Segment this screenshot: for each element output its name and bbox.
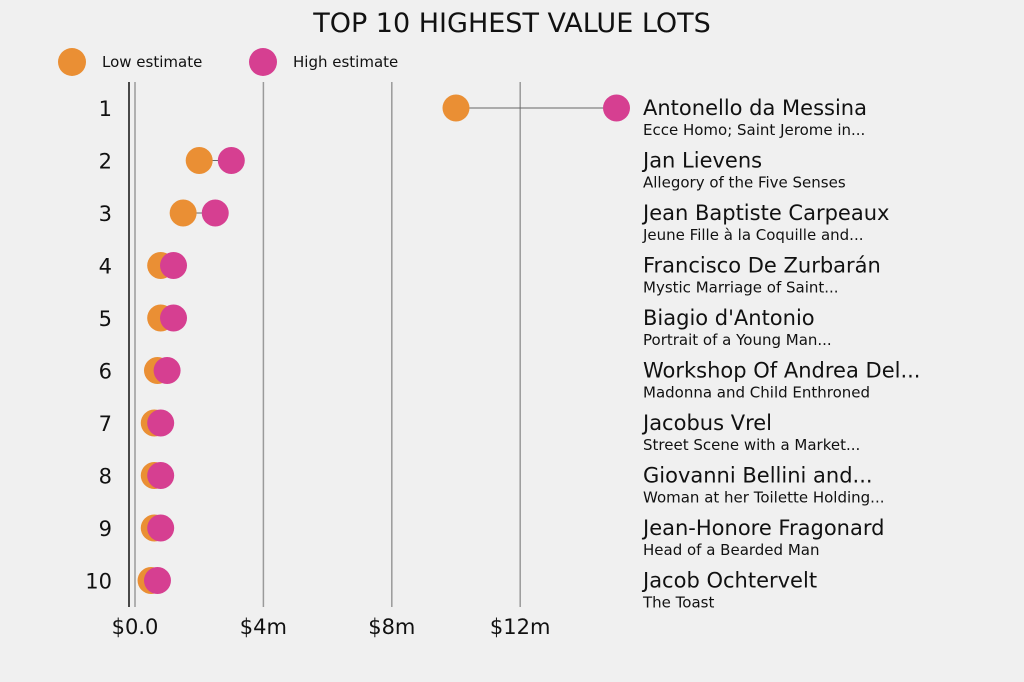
high-estimate-point xyxy=(201,199,229,227)
high-estimate-point xyxy=(147,409,175,437)
y-tick-label: 8 xyxy=(99,465,112,489)
work-label: Woman at her Toilette Holding... xyxy=(643,489,884,507)
work-label: The Toast xyxy=(642,594,714,612)
x-tick-label: $4m xyxy=(240,615,287,639)
high-estimate-point xyxy=(160,304,188,332)
artist-label: Jean Baptiste Carpeaux xyxy=(641,201,889,225)
y-tick-label: 10 xyxy=(85,570,112,594)
work-label: Street Scene with a Market... xyxy=(643,436,860,454)
chart-title: TOP 10 HIGHEST VALUE LOTS xyxy=(313,8,711,39)
x-tick-label: $0.0 xyxy=(112,615,159,639)
artist-label: Workshop Of Andrea Del... xyxy=(643,359,920,383)
high-estimate-point xyxy=(147,462,175,489)
legend-label-high: High estimate xyxy=(293,53,399,71)
artist-label: Jacob Ochtervelt xyxy=(641,569,817,593)
artist-label: Jacobus Vrel xyxy=(641,411,772,435)
artist-label: Jean-Honore Fragonard xyxy=(641,516,884,540)
y-tick-label: 9 xyxy=(99,517,112,541)
high-estimate-point xyxy=(603,94,630,122)
x-tick-label: $8m xyxy=(368,615,415,639)
high-estimate-point xyxy=(153,357,181,384)
y-tick-label: 1 xyxy=(99,97,112,121)
legend-dot-low xyxy=(58,48,86,76)
artist-label: Francisco De Zurbarán xyxy=(643,254,881,278)
artist-label: Antonello da Messina xyxy=(643,96,867,120)
y-tick-label: 2 xyxy=(99,150,112,174)
legend-dot-high xyxy=(249,48,277,76)
work-label: Ecce Homo; Saint Jerome in... xyxy=(643,121,865,139)
y-tick-label: 3 xyxy=(99,202,112,226)
y-tick-label: 7 xyxy=(99,412,112,436)
legend-label-low: Low estimate xyxy=(102,53,203,71)
work-label: Madonna and Child Enthroned xyxy=(643,384,870,402)
artist-label: Giovanni Bellini and... xyxy=(643,464,873,488)
legend-item-high: High estimate xyxy=(249,48,398,76)
low-estimate-point xyxy=(185,147,213,174)
work-label: Head of a Bearded Man xyxy=(643,541,819,559)
artist-label: Biagio d'Antonio xyxy=(643,306,815,330)
high-estimate-point xyxy=(147,514,175,542)
work-label: Allegory of the Five Senses xyxy=(643,174,846,192)
high-estimate-point xyxy=(160,252,188,279)
work-label: Mystic Marriage of Saint... xyxy=(643,279,839,297)
work-label: Jeune Fille à la Coquille and... xyxy=(642,226,864,244)
artist-label: Jan Lievens xyxy=(641,149,762,173)
low-estimate-point xyxy=(442,94,470,122)
high-estimate-point xyxy=(217,147,245,174)
legend-item-low: Low estimate xyxy=(58,48,202,76)
y-tick-label: 5 xyxy=(99,307,112,331)
high-estimate-point xyxy=(143,567,171,594)
x-tick-label: $12m xyxy=(490,615,551,639)
work-label: Portrait of a Young Man... xyxy=(643,331,832,349)
y-tick-label: 4 xyxy=(99,255,112,279)
low-estimate-point xyxy=(169,199,197,227)
y-tick-label: 6 xyxy=(99,360,112,384)
